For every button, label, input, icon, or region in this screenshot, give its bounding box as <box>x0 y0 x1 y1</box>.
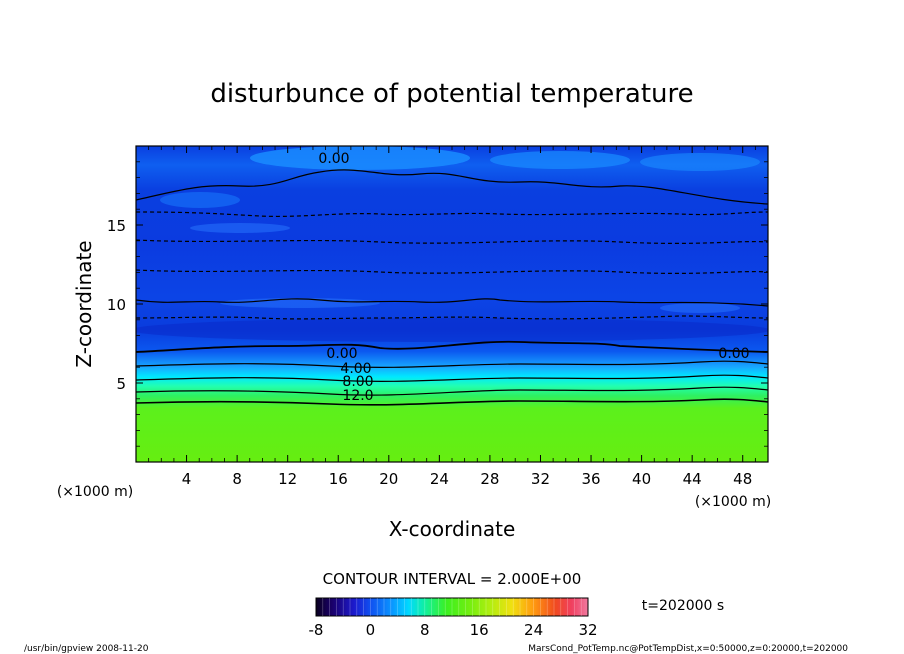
chart-title: disturbunce of potential temperature <box>210 79 693 109</box>
x-unit-left: (×1000 m) <box>57 484 133 500</box>
contour-line <box>136 315 768 320</box>
x-tick-label: 36 <box>581 470 600 488</box>
contour-line <box>136 340 768 353</box>
colorbar-tick-label: 16 <box>470 621 489 639</box>
heatmap-blob <box>136 318 768 342</box>
x-tick-label: 32 <box>531 470 550 488</box>
x-tick-label: 48 <box>733 470 752 488</box>
colorbar-tick-label: 8 <box>420 621 430 639</box>
colorbar-stripes <box>322 598 582 616</box>
contour-lines <box>136 169 768 406</box>
colorbar-ticks: -8 0 8 16 24 32 <box>309 621 598 639</box>
x-axis: 4 8 12 16 20 24 28 32 36 40 44 48 <box>148 146 756 488</box>
footer-right: MarsCond_PotTemp.nc@PotTempDist,x=0:5000… <box>528 644 848 654</box>
y-axis: 5 10 15 <box>107 161 768 447</box>
heatmap-blob <box>160 192 240 208</box>
x-tick-label: 16 <box>329 470 348 488</box>
y-tick-label: 10 <box>107 296 126 314</box>
heatmap-blob <box>250 146 470 170</box>
y-tick-label: 15 <box>107 217 126 235</box>
x-unit-right: (×1000 m) <box>695 494 771 510</box>
x-tick-label: 24 <box>430 470 449 488</box>
contour-interval-text: CONTOUR INTERVAL = 2.000E+00 <box>323 570 582 588</box>
footer-left: /usr/bin/gpview 2008-11-20 <box>24 644 149 654</box>
contour-line <box>136 386 768 396</box>
contour-label: 0.00 <box>718 346 749 362</box>
x-tick-label: 20 <box>379 470 398 488</box>
contour-label: 4.00 <box>340 361 371 377</box>
x-tick-label: 28 <box>480 470 499 488</box>
colorbar-tick-label: 0 <box>366 621 376 639</box>
y-tick-label: 5 <box>116 375 126 393</box>
y-axis-label: Z-coordinate <box>72 240 96 367</box>
heatmap-blob <box>640 153 760 171</box>
heatmap-blob <box>660 303 740 313</box>
heatmap-field <box>136 146 768 462</box>
contour-line <box>136 269 768 274</box>
contour-line <box>136 298 768 307</box>
x-tick-label: 40 <box>632 470 651 488</box>
contour-line <box>136 398 768 406</box>
contour-label: 0.00 <box>326 346 357 362</box>
time-text: t=202000 s <box>642 598 724 614</box>
x-tick-label: 8 <box>232 470 242 488</box>
contour-line <box>136 211 768 217</box>
x-tick-label: 12 <box>278 470 297 488</box>
colorbar-tick-label: 24 <box>524 621 543 639</box>
colorbar-tick-label: 32 <box>578 621 597 639</box>
colorbar <box>315 597 589 617</box>
contour-label: 0.00 <box>318 151 349 167</box>
heatmap-blob <box>490 151 630 169</box>
x-tick-label: 4 <box>182 470 192 488</box>
x-tick-label: 44 <box>683 470 702 488</box>
contour-label: 8.00 <box>342 374 373 390</box>
contour-line <box>136 360 768 368</box>
x-axis-label: X-coordinate <box>389 517 516 541</box>
contour-line <box>136 239 768 244</box>
heatmap-blob <box>190 223 290 233</box>
contour-line <box>136 374 768 382</box>
contour-line <box>136 169 768 205</box>
colorbar-tick-label: -8 <box>309 621 324 639</box>
contour-label: 12.0 <box>342 388 373 404</box>
